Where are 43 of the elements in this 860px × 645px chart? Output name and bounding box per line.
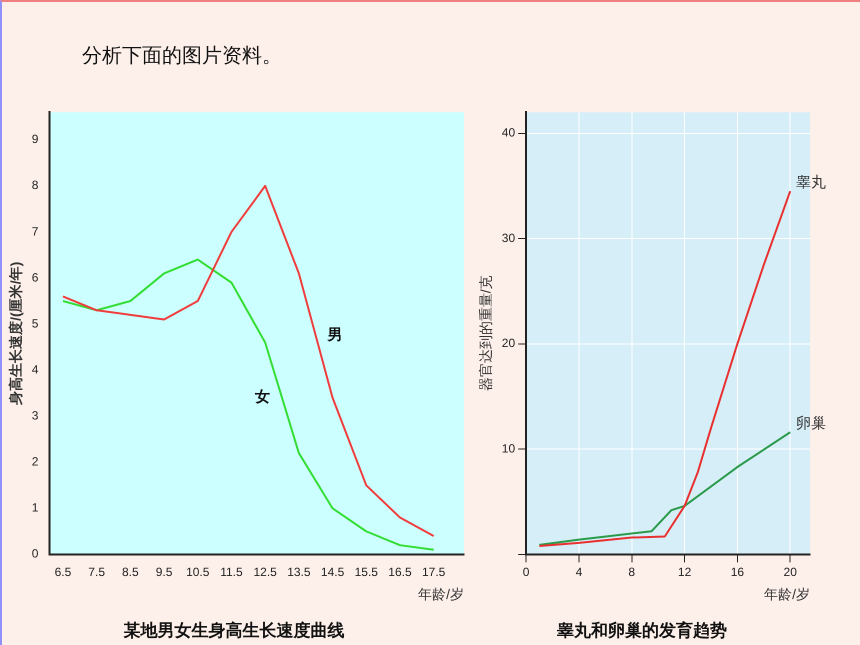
y-tick-label: 1 <box>32 500 39 515</box>
x-tick-label: 12 <box>678 564 692 579</box>
x-tick-label: 16 <box>730 564 744 579</box>
y-tick-label: 2 <box>32 454 39 469</box>
y-tick-label: 9 <box>32 132 39 146</box>
x-tick-label: 16.5 <box>388 564 412 579</box>
x-tick-label: 17.5 <box>422 564 446 579</box>
x-tick-label: 11.5 <box>220 564 244 579</box>
y-tick-label: 20 <box>502 336 516 350</box>
text: 某地男女生身高生长速度曲线 <box>122 621 344 642</box>
x-tick-label: 14.5 <box>320 564 345 579</box>
y-axis-title: 器官达到的重量/克 <box>477 275 494 392</box>
y-axis-title: 身高生长速度/(厘米/年) <box>7 262 24 406</box>
series-label: 女 <box>254 388 270 406</box>
y-tick-label: 10 <box>502 441 516 456</box>
x-tick-label: 13.5 <box>287 564 311 579</box>
y-tick-label: 40 <box>502 126 516 140</box>
x-tick-label: 15.5 <box>354 564 378 579</box>
text: 睾丸和卵巢的发育趋势 <box>556 620 727 642</box>
y-tick-label: 6 <box>32 270 39 284</box>
series-label: 卵巢 <box>796 414 826 432</box>
x-axis-title: 年龄/岁 <box>418 586 464 602</box>
y-tick-label: 7 <box>32 224 39 238</box>
x-tick-label: 4 <box>576 564 583 579</box>
x-tick-label: 8.5 <box>122 564 140 579</box>
x-tick-label: 20 <box>784 564 798 579</box>
x-tick-label: 8 <box>628 564 636 579</box>
x-axis-title: 年龄/岁 <box>764 586 810 602</box>
y-tick-label: 4 <box>32 362 39 376</box>
x-tick-label: 6.5 <box>54 564 72 579</box>
y-tick-label: 5 <box>32 316 39 330</box>
text: 分析下面的图片资料。 <box>82 42 282 69</box>
y-tick-label: 8 <box>32 178 39 192</box>
y-tick-label: 30 <box>502 230 516 245</box>
x-tick-label: 9.5 <box>156 564 173 579</box>
series-label: 睾丸 <box>796 173 826 192</box>
y-tick-label: 3 <box>32 408 39 423</box>
y-tick-label: 0 <box>32 546 39 561</box>
x-tick-label: 10.5 <box>186 564 210 579</box>
x-tick-label: 12.5 <box>253 564 278 579</box>
series-label: 男 <box>326 325 343 344</box>
x-tick-label: 0 <box>522 564 530 579</box>
x-tick-label: 7.5 <box>88 564 106 579</box>
